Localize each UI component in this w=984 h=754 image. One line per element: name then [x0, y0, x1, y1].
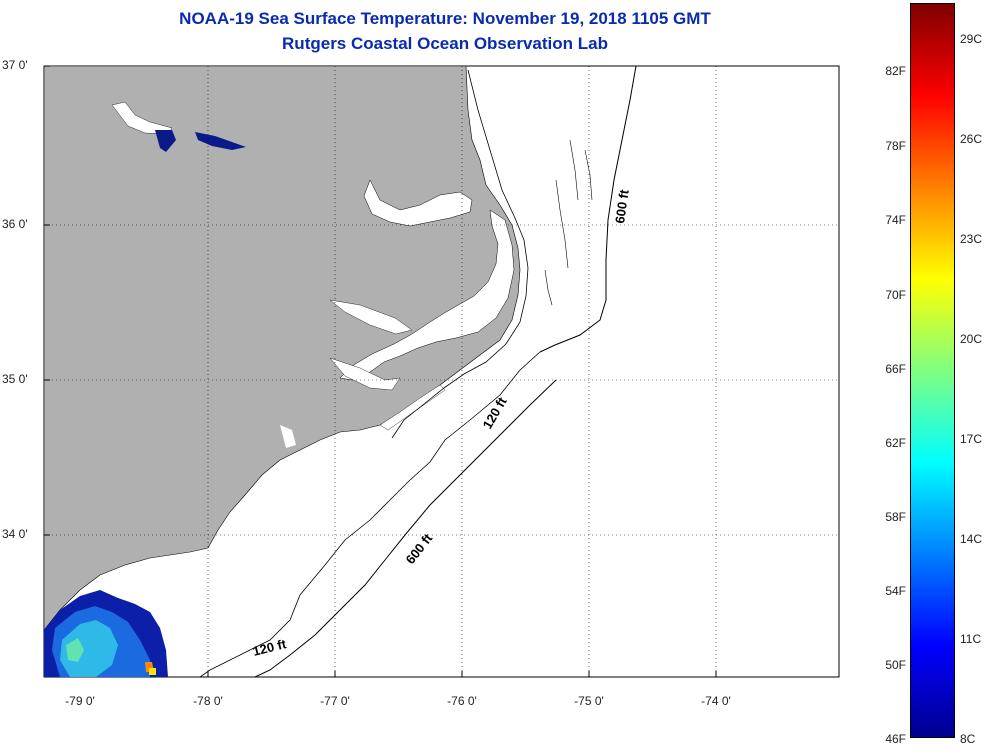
lon-label-75: -75 0'	[574, 694, 604, 708]
map-title: NOAA-19 Sea Surface Temperature: Novembe…	[179, 9, 711, 28]
lake-blue-1	[155, 130, 176, 152]
lon-label-78: -78 0'	[193, 694, 223, 708]
sst-patch	[44, 590, 168, 677]
lat-label-37: 37 0'	[2, 58, 28, 72]
lake-white	[111, 101, 173, 135]
albemarle-sound	[363, 179, 473, 227]
colorbar-c-17: 17C	[960, 432, 983, 446]
colorbar-f-74: 74F	[885, 213, 906, 227]
lat-label-36: 36 0'	[2, 217, 28, 231]
colorbar-c-29: 29C	[960, 32, 983, 46]
pamlico-sound	[339, 209, 515, 381]
colorbar-f-78: 78F	[885, 139, 906, 153]
lon-label-76: -76 0'	[447, 694, 477, 708]
colorbar-c-20: 20C	[960, 332, 983, 346]
lon-label-74: -74 0'	[701, 694, 731, 708]
outer-banks	[391, 69, 529, 439]
offshore-features	[544, 139, 593, 306]
temperature-colorbar	[910, 3, 955, 738]
colorbar-f-70: 70F	[885, 288, 906, 302]
contour-600-north	[539, 65, 637, 353]
contour-600-south	[254, 379, 557, 678]
axis-ticks	[44, 65, 717, 677]
colorbar-f-58: 58F	[885, 510, 906, 524]
pamlico-river	[329, 299, 413, 335]
colorbar-c-26: 26C	[960, 132, 983, 146]
grid	[44, 66, 839, 677]
colorbar-c-8: 8C	[960, 732, 976, 746]
lat-label-34: 34 0'	[2, 527, 28, 541]
colorbar-f-50: 50F	[885, 658, 906, 672]
map-subtitle: Rutgers Coastal Ocean Observation Lab	[282, 34, 608, 53]
lon-label-77: -77 0'	[320, 694, 350, 708]
lon-label-79: -79 0'	[65, 694, 95, 708]
contour-label-600-north: 600 ft	[612, 188, 632, 224]
colorbar-c-11: 11C	[960, 632, 982, 646]
colorbar-f-54: 54F	[885, 584, 906, 598]
core-sound	[379, 384, 446, 431]
colorbar-f-46: 46F	[885, 732, 906, 746]
neuse-river	[329, 357, 401, 391]
colorbar-c-23: 23C	[960, 232, 983, 246]
colorbar-f-62: 62F	[885, 436, 906, 450]
lat-label-35: 35 0'	[2, 372, 28, 386]
colorbar-f-66: 66F	[885, 362, 906, 376]
ocean-strip-white	[280, 425, 296, 448]
contour-120	[199, 351, 541, 678]
lake-blue-2	[195, 132, 246, 150]
colorbar-c-14: 14C	[960, 532, 983, 546]
colorbar-f-82: 82F	[885, 64, 906, 78]
land-mass	[43, 65, 521, 631]
